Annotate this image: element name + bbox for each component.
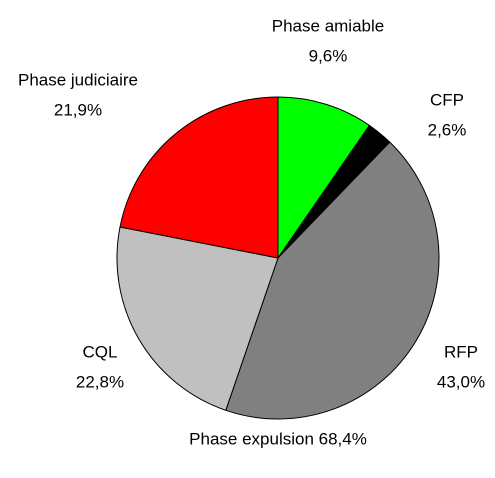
pie-slice <box>119 96 279 259</box>
slice-label: RFP <box>444 342 478 361</box>
slice-label: Phase judiciaire <box>18 70 138 89</box>
slice-value: 21,9% <box>54 100 102 119</box>
slice-label: Phase amiable <box>272 16 384 35</box>
slice-label: CFP <box>430 90 464 109</box>
pie-slice <box>116 226 279 411</box>
pie-slice <box>225 141 440 420</box>
slice-value: 43,0% <box>437 372 485 391</box>
slice-label: CQL <box>83 342 118 361</box>
pie-slice <box>277 96 371 260</box>
slice-value: 9,6% <box>309 46 348 65</box>
slice-value: 22,8% <box>76 372 124 391</box>
annotation: Phase expulsion 68,4% <box>189 429 367 448</box>
slice-value: 2,6% <box>428 120 467 139</box>
